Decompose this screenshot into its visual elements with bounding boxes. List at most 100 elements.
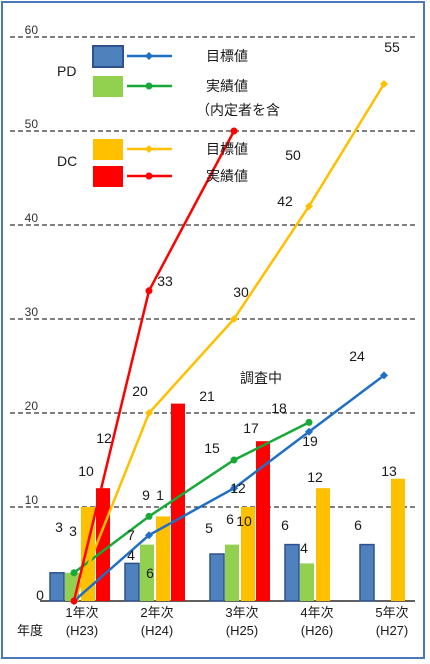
bar bbox=[209, 553, 225, 602]
category-sublabel: (H23) bbox=[66, 623, 99, 638]
legend-swatch bbox=[93, 166, 123, 187]
line-data-label: 1 bbox=[156, 487, 164, 503]
bar bbox=[140, 544, 154, 601]
legend-dc-target: 目標値 bbox=[206, 141, 248, 157]
y-tick-label: 10 bbox=[25, 493, 39, 507]
line-data-label: 15 bbox=[204, 440, 220, 456]
line-data-label: 30 bbox=[233, 284, 249, 300]
legend-marker bbox=[145, 82, 153, 90]
legend-dc-background bbox=[50, 135, 200, 185]
bar bbox=[391, 478, 405, 601]
y-tick-label: 20 bbox=[25, 399, 39, 413]
legend-marker bbox=[145, 145, 153, 153]
line-point bbox=[70, 569, 78, 577]
legend-marker bbox=[145, 172, 153, 180]
bar-data-label: 4 bbox=[300, 540, 308, 556]
legend-marker bbox=[145, 52, 153, 60]
category-label: 5年次 bbox=[375, 605, 408, 620]
line-data-label: 12 bbox=[230, 480, 246, 496]
line-point bbox=[70, 597, 78, 605]
bar-data-label: 10 bbox=[236, 513, 252, 529]
line-data-label: 12 bbox=[96, 430, 112, 446]
y-tick-label: 50 bbox=[25, 117, 39, 131]
line-data-label: 20 bbox=[132, 383, 148, 399]
survey-annotation: 調査中 bbox=[240, 370, 282, 386]
series-line bbox=[73, 421, 310, 574]
line-point bbox=[305, 202, 313, 211]
bar-data-label: 12 bbox=[307, 469, 323, 485]
line-data-label: 21 bbox=[199, 388, 215, 404]
line-point bbox=[230, 127, 238, 135]
bar bbox=[241, 507, 255, 601]
category-sublabel: (H27) bbox=[376, 623, 409, 638]
line-point bbox=[145, 512, 153, 520]
line-point bbox=[380, 371, 388, 380]
bar bbox=[124, 562, 140, 602]
category-sublabel: (H26) bbox=[301, 623, 334, 638]
chart-frame bbox=[1, 1, 425, 659]
line-point bbox=[230, 484, 238, 493]
bar-data-label: 3 bbox=[69, 523, 77, 539]
category-label: 3年次 bbox=[225, 605, 258, 620]
bar-data-label: 13 bbox=[381, 463, 397, 479]
bar-data-label: 6 bbox=[281, 517, 289, 533]
legend-pd-label: PD bbox=[57, 63, 76, 79]
bar bbox=[171, 403, 185, 601]
bar-data-label: 4 bbox=[127, 547, 135, 563]
bar bbox=[284, 543, 300, 602]
line-data-label: 24 bbox=[349, 348, 365, 364]
legend-dc-label: DC bbox=[57, 153, 77, 169]
line-data-label: 17 bbox=[243, 420, 259, 436]
bar-data-label: 6 bbox=[354, 517, 362, 533]
line-point bbox=[145, 287, 153, 295]
bar-data-label: 3 bbox=[55, 519, 63, 535]
bar-data-label: 9 bbox=[142, 487, 150, 503]
legend-dc-actual: 実績値 bbox=[206, 168, 248, 184]
bar bbox=[256, 441, 270, 601]
bar bbox=[225, 544, 239, 601]
y-tick-label: 30 bbox=[25, 305, 39, 319]
lines bbox=[70, 80, 388, 605]
bar-data-label: 10 bbox=[78, 463, 94, 479]
category-label: 1年次 bbox=[65, 605, 98, 620]
legend-pd-note: （内定者を含 bbox=[196, 102, 280, 118]
line-data-label: 19 bbox=[302, 433, 318, 449]
line-data-label: 50 bbox=[285, 147, 301, 163]
line-data-label: 18 bbox=[271, 400, 287, 416]
line-point bbox=[305, 427, 313, 436]
zero-label: 0 bbox=[36, 587, 44, 603]
line-point bbox=[145, 409, 153, 417]
bars bbox=[49, 403, 405, 602]
line-data-label: 42 bbox=[277, 193, 293, 209]
bar bbox=[316, 488, 330, 601]
category-label: 2年次 bbox=[140, 605, 173, 620]
legend-pd-background bbox=[50, 38, 200, 78]
line-point bbox=[230, 315, 238, 323]
line-data-label: 33 bbox=[157, 273, 173, 289]
line-point bbox=[230, 456, 238, 464]
bar bbox=[49, 572, 65, 602]
category-sublabel: (H24) bbox=[141, 623, 174, 638]
line-data-label: 7 bbox=[127, 527, 135, 543]
bar bbox=[300, 563, 314, 601]
y-tick-label: 60 bbox=[25, 23, 39, 37]
line-point bbox=[380, 80, 388, 88]
category-label: 4年次 bbox=[300, 605, 333, 620]
category-sublabel: (H25) bbox=[226, 623, 259, 638]
y-axis-ticks: 10 20 30 40 50 60 bbox=[25, 23, 39, 507]
bar-data-label: 6 bbox=[146, 565, 154, 581]
line-point bbox=[305, 418, 313, 426]
y-tick-label: 40 bbox=[25, 211, 39, 225]
x-axis-label: 年度 bbox=[17, 623, 43, 638]
bar-data-label: 6 bbox=[226, 511, 234, 527]
legend-pd-actual: 実績値 bbox=[206, 78, 248, 94]
legend-pd-target: 目標値 bbox=[206, 48, 248, 64]
legend-swatch bbox=[93, 139, 123, 160]
line-data-label: 55 bbox=[384, 39, 400, 55]
bar bbox=[359, 543, 375, 602]
category-labels: 1年次 (H23) 2年次 (H24) 3年次 (H25) 4年次 (H26) 5年次 (H27)… bbox=[17, 605, 409, 638]
bar-data-label: 5 bbox=[205, 520, 213, 536]
